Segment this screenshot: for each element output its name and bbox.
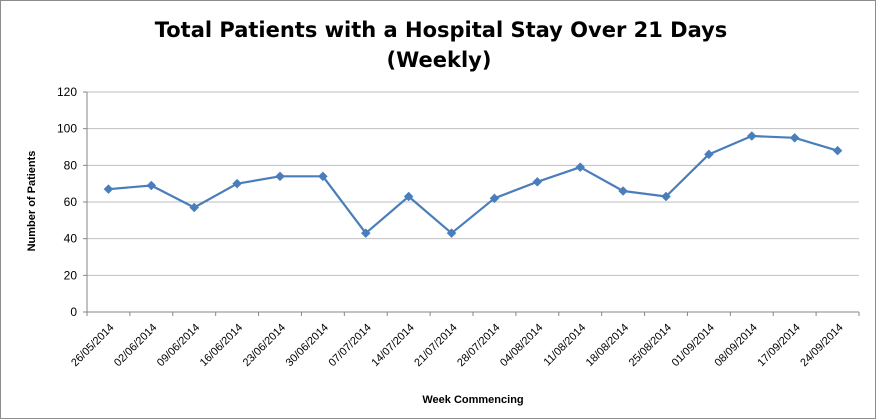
data-point-marker [103,184,114,195]
x-tick-label: 08/09/2014 [712,322,759,369]
data-point-marker [789,132,800,143]
x-tick-labels: 26/05/201402/06/201409/06/201416/06/2014… [69,322,846,369]
x-tick-label: 16/06/2014 [198,322,245,369]
data-point-marker [146,180,157,191]
y-tick-label: 60 [64,195,78,209]
x-tick-label: 28/07/2014 [455,322,502,369]
x-tick-label: 24/09/2014 [798,322,845,369]
axes [83,91,860,316]
data-point-marker [232,178,242,189]
x-tick-label: 09/06/2014 [155,322,202,369]
y-tick-label: 40 [64,232,78,246]
data-point-marker [575,162,586,173]
data-point-marker [746,131,757,141]
x-tick-label: 23/06/2014 [241,322,288,369]
x-tick-label: 18/08/2014 [584,322,631,369]
chart-title: Total Patients with a Hospital Stay Over… [155,18,728,42]
data-point-marker [661,191,671,202]
y-tick-label: 80 [64,158,78,172]
x-tick-label: 25/08/2014 [627,322,674,369]
data-point-marker [832,145,843,156]
y-tick-label: 20 [64,268,78,282]
y-axis-title: Number of Patients [26,151,38,252]
data-point-marker [189,202,200,213]
series-line [108,134,838,235]
data-point-marker [618,186,628,196]
gridlines [87,91,859,276]
y-tick-label: 120 [57,85,77,99]
data-point-marker [446,228,457,239]
data-point-marker [532,176,543,187]
series-patients [103,131,843,239]
data-point-marker [704,149,714,160]
x-tick-label: 21/07/2014 [412,322,459,369]
data-point-marker [318,171,328,182]
chart-subtitle: (Weekly) [387,48,492,72]
data-point-marker [489,193,500,204]
y-tick-label: 100 [57,122,77,136]
x-tick-label: 14/07/2014 [369,322,416,369]
x-tick-label: 02/06/2014 [112,322,159,369]
x-tick-label: 07/07/2014 [326,322,373,369]
data-point-marker [275,171,285,182]
data-point-marker [403,191,414,202]
x-tick-label: 26/05/2014 [69,322,116,369]
y-tick-label: 0 [70,305,77,319]
x-axis-title: Week Commencing [422,394,523,406]
data-point-marker [360,228,371,239]
x-tick-label: 11/08/2014 [541,322,588,369]
x-tick-label: 01/09/2014 [670,322,717,369]
x-tick-label: 04/08/2014 [498,322,545,369]
x-tick-label: 17/09/2014 [755,322,802,369]
x-tick-label: 30/06/2014 [284,322,331,369]
y-tick-labels: 0 20 40 60 80 100 120 [57,85,77,319]
